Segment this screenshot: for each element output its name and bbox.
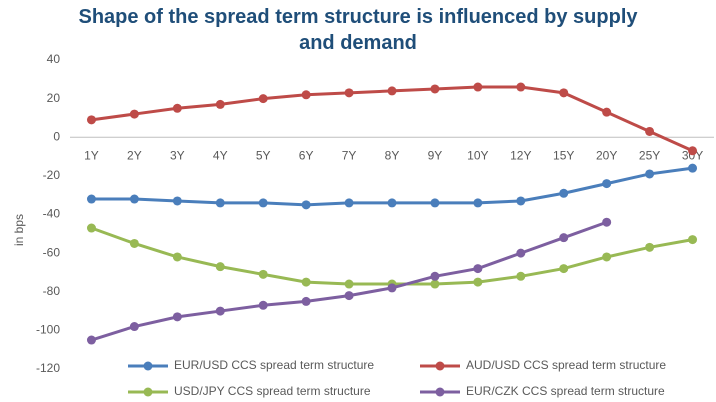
data-point: [215, 306, 225, 316]
x-tick-label: 4Y: [213, 148, 228, 162]
data-point: [301, 277, 311, 287]
y-tick-label: -120: [36, 361, 60, 375]
data-point: [301, 90, 311, 100]
data-point: [172, 252, 182, 262]
series-line: [91, 85, 694, 153]
data-point: [559, 188, 569, 198]
data-point: [215, 99, 225, 109]
data-point: [215, 198, 225, 208]
x-tick-label: 25Y: [639, 148, 660, 162]
data-point: [344, 291, 354, 301]
data-point: [688, 235, 698, 245]
data-point: [344, 279, 354, 289]
chart-title: Shape of the spread term structure is in…: [78, 6, 638, 54]
data-point: [258, 269, 268, 279]
data-point: [602, 217, 612, 227]
y-axis-label: in bps: [12, 214, 26, 246]
legend-swatch-marker: [143, 387, 153, 397]
y-tick-label: -20: [43, 168, 61, 182]
data-point: [129, 109, 139, 119]
y-tick-label: -40: [43, 207, 61, 221]
x-tick-label: 5Y: [256, 148, 271, 162]
x-tick-label: 2Y: [127, 148, 142, 162]
x-tick-label: 8Y: [385, 148, 400, 162]
data-point: [645, 126, 655, 136]
legend-label: EUR/CZK CCS spread term structure: [466, 384, 665, 398]
legend-label: EUR/USD CCS spread term structure: [174, 358, 374, 372]
data-point: [430, 271, 440, 281]
data-point: [215, 262, 225, 272]
data-point: [430, 198, 440, 208]
x-tick-label: 30Y: [682, 148, 703, 162]
x-tick-label: 15Y: [553, 148, 574, 162]
data-point: [172, 103, 182, 113]
x-tick-label: 9Y: [428, 148, 443, 162]
data-point: [473, 277, 483, 287]
x-tick-label: 3Y: [170, 148, 185, 162]
data-point: [86, 194, 96, 204]
data-point: [473, 264, 483, 274]
data-point: [645, 242, 655, 252]
y-tick-label: -80: [43, 284, 61, 298]
data-point: [387, 283, 397, 293]
x-tick-label: 1Y: [84, 148, 99, 162]
data-point: [387, 198, 397, 208]
data-point: [473, 82, 483, 92]
data-point: [688, 163, 698, 173]
data-point: [258, 300, 268, 310]
data-point: [430, 279, 440, 289]
data-point: [516, 196, 526, 206]
data-point: [602, 179, 612, 189]
data-point: [86, 223, 96, 233]
legend-swatch-marker: [435, 387, 445, 397]
x-tick-label: 10Y: [467, 148, 488, 162]
data-point: [516, 271, 526, 281]
legend-label: USD/JPY CCS spread term structure: [174, 384, 371, 398]
data-point: [258, 198, 268, 208]
legend-label: AUD/USD CCS spread term structure: [466, 358, 666, 372]
data-point: [559, 233, 569, 243]
x-tick-label: 6Y: [299, 148, 314, 162]
data-point: [344, 198, 354, 208]
data-point: [516, 82, 526, 92]
data-point: [516, 248, 526, 258]
x-tick-label: 20Y: [596, 148, 617, 162]
data-point: [129, 194, 139, 204]
data-point: [172, 312, 182, 322]
data-point: [86, 115, 96, 125]
data-point: [301, 200, 311, 210]
legend-swatch-marker: [143, 361, 153, 371]
legend-swatch-marker: [435, 361, 445, 371]
data-point: [602, 252, 612, 262]
data-point: [301, 296, 311, 306]
data-point: [688, 146, 698, 156]
data-point: [430, 84, 440, 94]
y-tick-label: 0: [53, 129, 60, 143]
data-point: [258, 94, 268, 104]
x-tick-label: 7Y: [342, 148, 357, 162]
data-point: [559, 264, 569, 274]
data-point: [172, 196, 182, 206]
data-point: [473, 198, 483, 208]
y-tick-label: -60: [43, 245, 61, 259]
data-point: [344, 88, 354, 98]
y-tick-label: 40: [47, 52, 61, 66]
y-tick-label: 20: [47, 91, 61, 105]
data-point: [86, 335, 96, 345]
data-point: [129, 322, 139, 332]
data-point: [559, 88, 569, 98]
data-point: [602, 107, 612, 117]
data-point: [387, 86, 397, 96]
x-tick-label: 12Y: [510, 148, 531, 162]
data-point: [129, 238, 139, 248]
data-point: [645, 169, 655, 179]
y-tick-label: -100: [36, 323, 60, 337]
